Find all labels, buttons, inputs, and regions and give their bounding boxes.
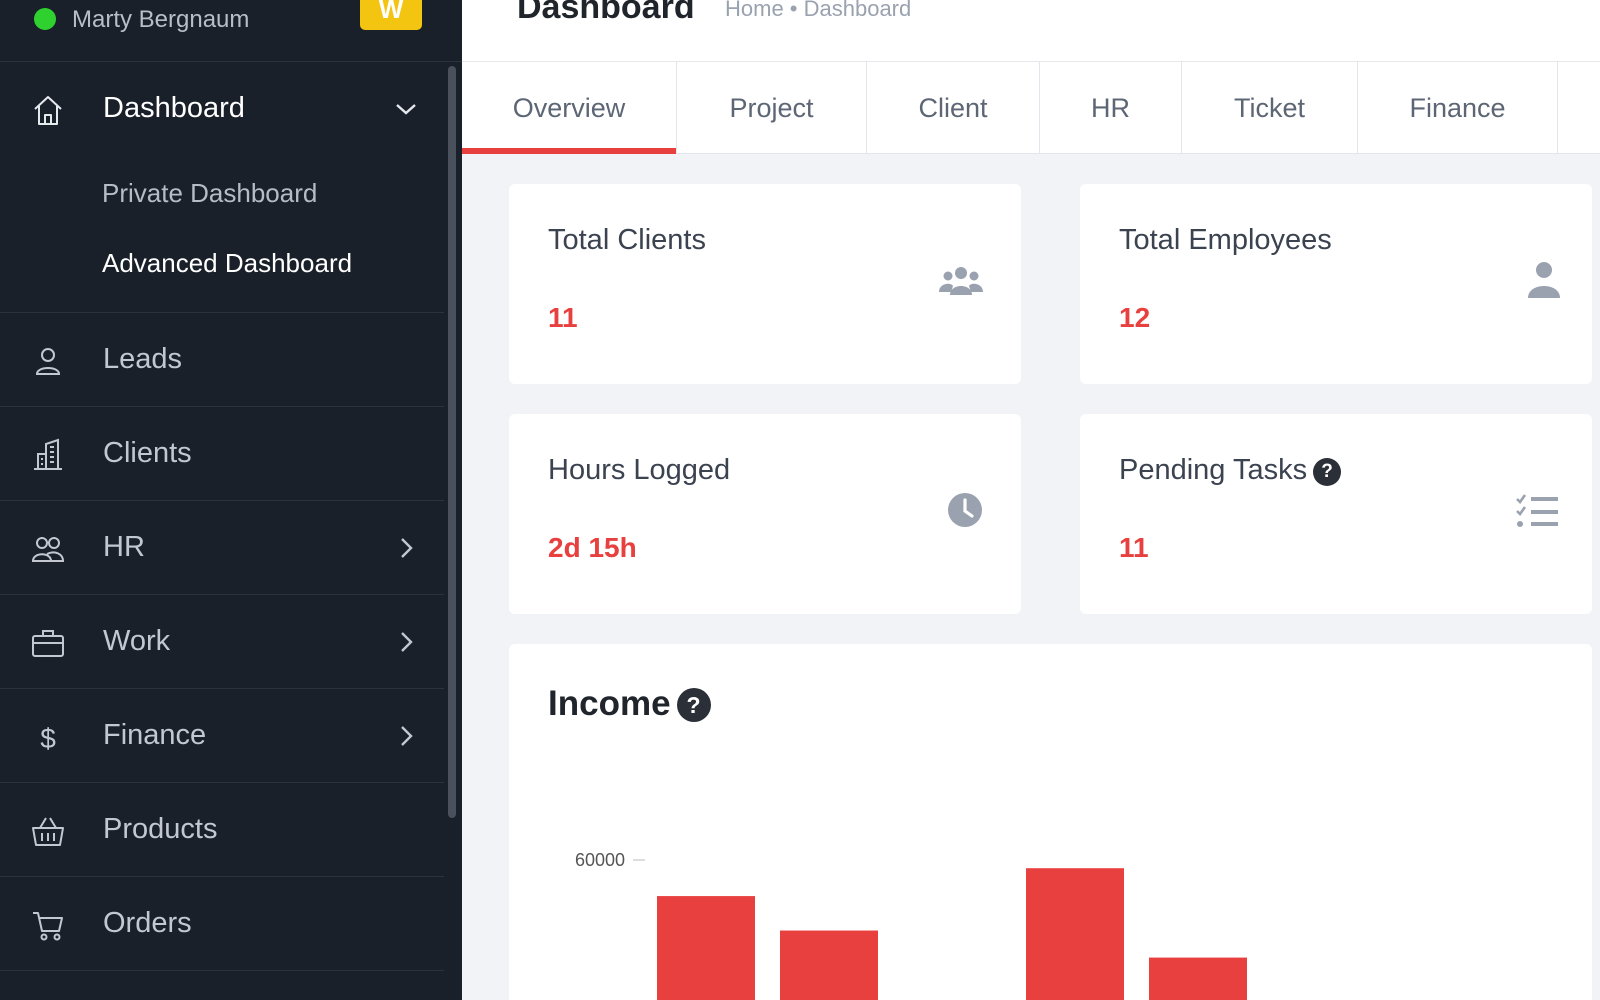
- sidebar-item-work[interactable]: Work: [0, 595, 444, 689]
- sidebar-scrollbar[interactable]: [444, 62, 462, 1000]
- sidebar-scrollbar-thumb[interactable]: [448, 66, 456, 818]
- income-title: Income?: [548, 684, 711, 724]
- sidebar: Marty Bergnaum W Dashboard Private Dashb…: [0, 0, 462, 1000]
- sidebar-item-label: Products: [103, 813, 218, 845]
- sidebar-item-finance[interactable]: $ Finance: [0, 689, 444, 783]
- basket-icon: [32, 817, 64, 846]
- card-value: 12: [1119, 302, 1151, 333]
- income-title-text: Income: [548, 684, 671, 723]
- sidebar-item-label: HR: [103, 531, 145, 563]
- sidebar-item-dashboard[interactable]: Dashboard: [0, 62, 444, 158]
- tab-finance[interactable]: Finance: [1358, 62, 1558, 154]
- income-card: Income? 60000: [509, 644, 1592, 1000]
- stat-card-pending-tasks[interactable]: Pending Tasks? 11: [1080, 414, 1592, 614]
- task-list-icon: [1516, 494, 1558, 527]
- online-status-dot: [34, 8, 56, 30]
- sidebar-item-orders[interactable]: Orders: [0, 877, 444, 971]
- card-value: 2d 15h: [548, 532, 637, 563]
- briefcase-icon: [32, 630, 64, 657]
- sidebar-item-leads[interactable]: Leads: [0, 313, 444, 407]
- tab-client[interactable]: Client: [867, 62, 1040, 154]
- sidebar-item-label: Leads: [103, 343, 183, 375]
- user-row[interactable]: Marty Bergnaum W: [0, 0, 462, 62]
- chevron-down-icon[interactable]: [394, 96, 418, 122]
- card-title: Pending Tasks?: [1119, 454, 1342, 487]
- card-title: Total Employees: [1119, 224, 1332, 256]
- app-logo[interactable]: W: [360, 0, 422, 30]
- clock-icon: [948, 493, 982, 527]
- help-icon[interactable]: ?: [676, 688, 711, 722]
- dashboard-tabs: Overview Project Client HR Ticket Financ…: [462, 62, 1600, 154]
- income-chart: 60000: [575, 850, 1247, 1000]
- stat-card-total-employees[interactable]: Total Employees 12: [1080, 184, 1592, 384]
- tab-ticket[interactable]: Ticket: [1182, 62, 1358, 154]
- stat-card-total-clients[interactable]: Total Clients 11: [509, 184, 1021, 384]
- income-bar[interactable]: [1149, 957, 1247, 1000]
- sidebar-subitem-advanced-dashboard[interactable]: Advanced Dashboard: [102, 248, 353, 278]
- card-title: Hours Logged: [548, 454, 731, 486]
- sidebar-subitem-private-dashboard[interactable]: Private Dashboard: [102, 178, 318, 208]
- dashboard-submenu: Private Dashboard Advanced Dashboard: [0, 158, 444, 312]
- top-header: Dashboard Home • Dashboard: [462, 0, 1600, 62]
- chevron-right-icon[interactable]: [394, 535, 418, 561]
- sidebar-nav: Dashboard Private Dashboard Advanced Das…: [0, 62, 444, 971]
- chevron-right-icon[interactable]: [394, 629, 418, 655]
- building-icon: [34, 438, 62, 470]
- users-icon: [31, 537, 65, 562]
- tab-hr[interactable]: HR: [1040, 62, 1182, 154]
- card-title: Total Clients: [548, 224, 706, 256]
- income-bar[interactable]: [1026, 868, 1124, 1000]
- sidebar-item-products[interactable]: Products: [0, 783, 444, 877]
- nav-group-dashboard: Dashboard Private Dashboard Advanced Das…: [0, 62, 444, 313]
- card-value: 11: [1119, 532, 1149, 563]
- card-value: 11: [548, 302, 578, 333]
- sidebar-item-label: Dashboard: [103, 92, 245, 124]
- chevron-right-icon[interactable]: [394, 723, 418, 749]
- sidebar-item-label: Finance: [103, 719, 207, 751]
- sidebar-item-hr[interactable]: HR: [0, 501, 444, 595]
- income-bar[interactable]: [780, 930, 878, 1000]
- tab-project[interactable]: Project: [677, 62, 867, 154]
- card-title-text: Pending Tasks: [1119, 454, 1308, 486]
- help-icon[interactable]: ?: [1313, 458, 1342, 486]
- user-name: Marty Bergnaum: [72, 6, 250, 33]
- sidebar-item-label: Orders: [103, 907, 192, 939]
- y-tick-label: 60000: [575, 850, 625, 870]
- income-bar[interactable]: [657, 896, 755, 1000]
- sidebar-item-label: Work: [103, 625, 171, 657]
- dollar-icon: $: [40, 723, 56, 754]
- users-group-icon: [939, 267, 983, 295]
- person-icon: [1528, 262, 1560, 298]
- stat-card-hours-logged[interactable]: Hours Logged 2d 15h: [509, 414, 1021, 614]
- breadcrumb[interactable]: Home • Dashboard: [725, 0, 912, 21]
- svg-text:$: $: [40, 723, 56, 754]
- tab-overview[interactable]: Overview: [462, 62, 677, 154]
- sidebar-item-clients[interactable]: Clients: [0, 407, 444, 501]
- sidebar-item-label: Clients: [103, 437, 192, 469]
- home-icon: [34, 96, 62, 125]
- user-icon: [35, 348, 61, 375]
- page-title: Dashboard: [517, 0, 695, 26]
- cart-icon: [33, 912, 63, 941]
